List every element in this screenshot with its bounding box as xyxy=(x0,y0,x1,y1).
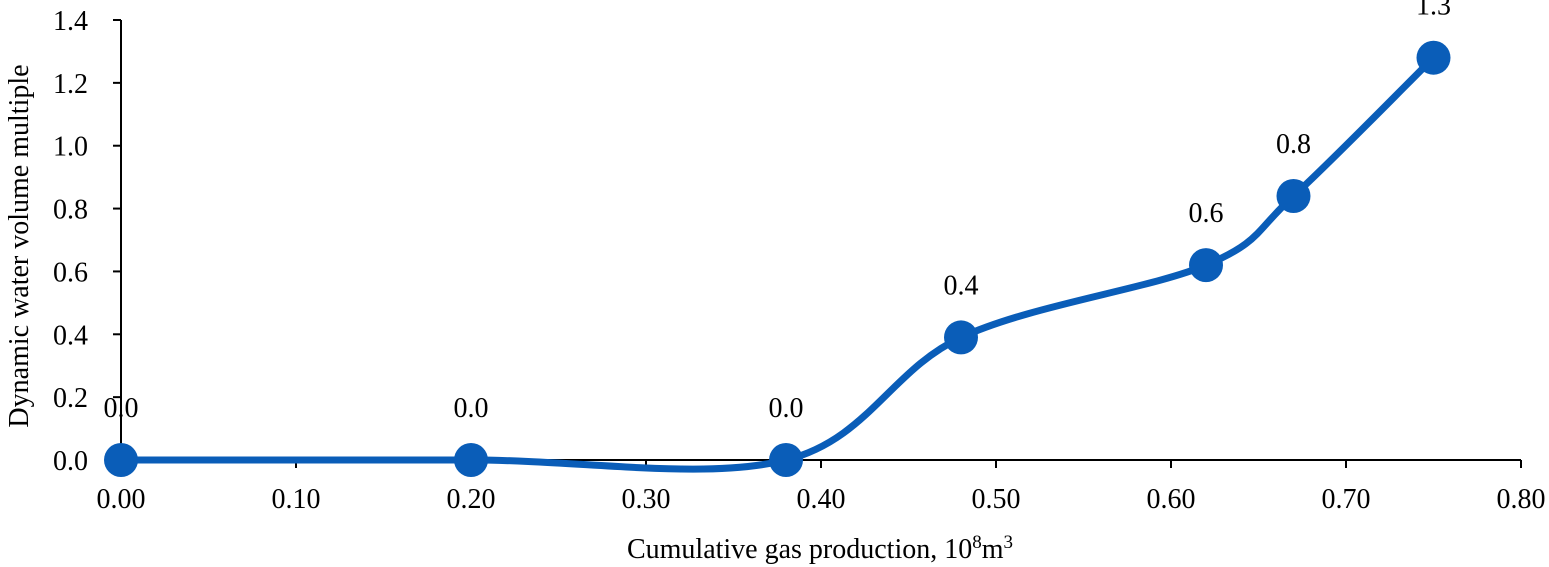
x-tick-label: 0.20 xyxy=(447,484,496,515)
y-tick-label: 0.2 xyxy=(53,383,88,414)
data-label: 0.0 xyxy=(769,393,804,424)
data-label: 0.0 xyxy=(454,393,489,424)
y-tick-label: 1.4 xyxy=(53,6,88,37)
x-tick-label: 0.00 xyxy=(97,484,146,515)
data-label: 0.6 xyxy=(1189,198,1224,229)
y-tick-label: 1.0 xyxy=(53,132,88,163)
x-tick-label: 0.50 xyxy=(972,484,1021,515)
x-axis-title-sup1: 8 xyxy=(972,532,982,553)
x-axis-title-mid: m xyxy=(982,534,1004,565)
x-axis-title-sup2: 3 xyxy=(1004,532,1014,553)
data-point xyxy=(1276,179,1311,213)
data-label: 1.3 xyxy=(1416,0,1451,22)
x-tick-label: 0.10 xyxy=(272,484,321,515)
x-tick-label: 0.80 xyxy=(1497,484,1546,515)
x-axis-title: Cumulative gas production, 108m3 xyxy=(627,532,1013,565)
y-tick-label: 1.2 xyxy=(53,69,88,100)
data-point xyxy=(944,320,978,355)
y-tick-label: 0.6 xyxy=(53,257,88,288)
data-point xyxy=(1416,40,1451,75)
x-tick-label: 0.60 xyxy=(1147,484,1196,515)
data-point xyxy=(104,443,138,477)
y-tick-label: 0.8 xyxy=(53,195,88,226)
y-axis-title: Dynamic water volume multiple xyxy=(4,64,35,427)
data-point xyxy=(769,443,803,477)
data-label: 0.8 xyxy=(1276,129,1311,160)
data-label: 0.4 xyxy=(944,270,979,301)
axes: 0.00 0.10 0.20 0.30 0.40 0.50 0.60 0.70 0.80 0.0 0… xyxy=(53,6,1546,515)
data-point xyxy=(454,443,488,477)
y-tick-label: 0.0 xyxy=(53,446,88,477)
y-tick-label: 0.4 xyxy=(53,320,88,351)
x-tick-label: 0.40 xyxy=(797,484,846,515)
plot-area: 0.0 0.0 0.0 0.4 0.6 0.8 1.3 xyxy=(104,0,1451,477)
x-tick-label: 0.70 xyxy=(1322,484,1371,515)
x-axis-title-text: Cumulative gas production, 10 xyxy=(627,534,972,565)
data-point xyxy=(1189,248,1223,283)
data-label: 0.0 xyxy=(104,393,139,424)
x-tick-label: 0.30 xyxy=(622,484,671,515)
